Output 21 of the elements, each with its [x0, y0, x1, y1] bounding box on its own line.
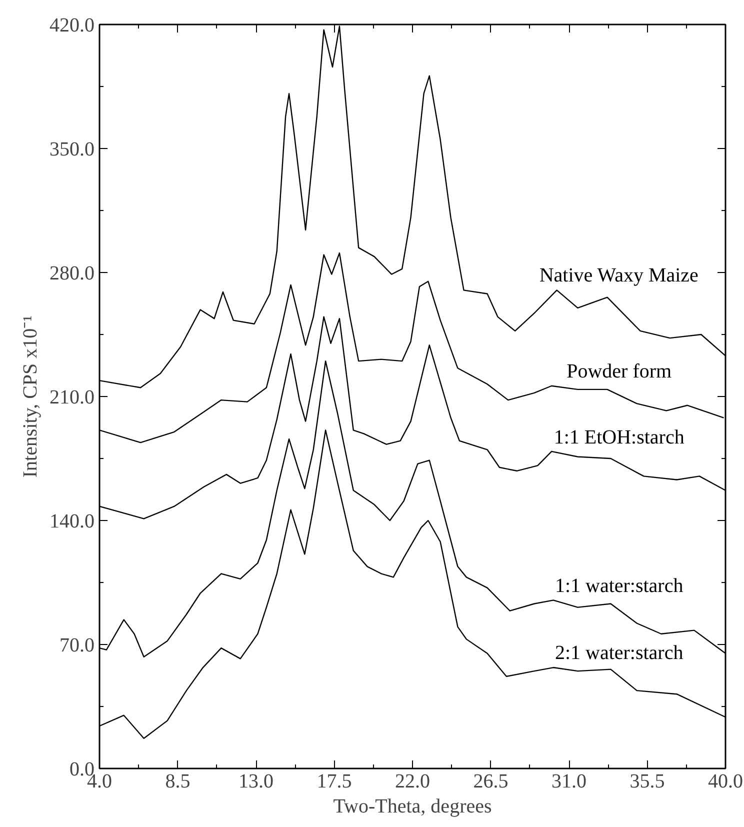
- y-tick-label: 350.0: [50, 138, 94, 160]
- x-tick-label: 13.0: [238, 770, 274, 792]
- y-tick-label: 420.0: [50, 14, 94, 36]
- y-axis-title: Intensity, CPS x10⁻¹: [20, 315, 42, 478]
- x-tick-label: 17.5: [316, 770, 352, 792]
- x-tick-label: 22.0: [395, 770, 430, 792]
- x-tick-label: 8.5: [165, 770, 190, 792]
- x-tick-label: 26.5: [473, 770, 508, 792]
- legend-label: Native Waxy Maize: [539, 264, 699, 287]
- series-label: Powder form: [566, 360, 672, 383]
- y-tick-label: 280.0: [50, 262, 94, 284]
- x-tick-label: 31.0: [552, 770, 586, 792]
- x-tick-label: 35.5: [630, 770, 665, 792]
- y-tick-label: 210.0: [50, 386, 94, 408]
- x-axis-title: Two-Theta, degrees: [333, 796, 492, 818]
- x-tick-label: 40.0: [708, 770, 743, 792]
- y-tick-label: 140.0: [50, 510, 94, 532]
- legend-label: 2:1 water:starch: [554, 642, 684, 664]
- y-tick-label: 70.0: [60, 634, 94, 656]
- series-label: 1:1 EtOH:starch: [554, 426, 684, 448]
- legend-label: 1:1 water:starch: [554, 575, 684, 598]
